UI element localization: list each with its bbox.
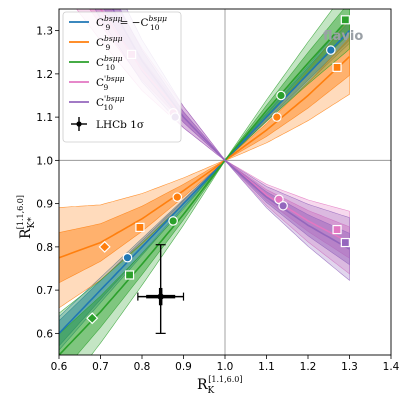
y-tick-label: 0.6 xyxy=(36,328,53,340)
marker-circle-1-3 xyxy=(272,112,282,122)
y-axis-ticks: 0.6 0.7 0.8 0.9 1.0 1.1 1.2 1.3 xyxy=(36,26,59,340)
y-tick-label: 0.7 xyxy=(36,285,53,297)
x-tick-label: 1.3 xyxy=(341,361,358,373)
marker-square-3-3 xyxy=(332,224,342,235)
legend-label-2: Cbsμμ 10 xyxy=(96,54,123,72)
benchmark-markers xyxy=(86,15,350,325)
y-tick-label: 1.3 xyxy=(36,26,53,38)
x-tick-label: 1.4 xyxy=(383,361,400,373)
marker-circle-4-1 xyxy=(278,200,288,211)
marker-diamond-2-0 xyxy=(86,312,99,325)
legend-label-0: Cbsμμ 9 = −Cbsμμ 10 xyxy=(96,14,167,32)
flavio-brand-label: flavio xyxy=(323,29,363,44)
legend-box xyxy=(62,11,182,143)
x-tick-label: 0.9 xyxy=(175,361,192,373)
x-tick-label: 1.1 xyxy=(258,361,275,373)
marker-square-1-1 xyxy=(135,222,145,233)
marker-circle-0-1 xyxy=(326,45,336,55)
y-axis-label: RK*[1.1,6.0] xyxy=(16,195,37,239)
legend: Cbsμμ 9 = −Cbsμμ 10 Cbsμμ 9 Cbsμμ 10 C'bsμμ 9 C'b… xyxy=(62,11,182,143)
series-line-0 xyxy=(59,30,351,334)
x-tick-label: 0.8 xyxy=(134,361,151,373)
lhcb-measurement xyxy=(137,244,185,334)
marker-square-2-1 xyxy=(124,270,135,280)
x-tick-label: 0.6 xyxy=(51,361,68,373)
marker-square-2-4 xyxy=(340,15,350,25)
y-tick-label: 0.8 xyxy=(36,242,53,254)
x-axis-ticks: 0.6 0.7 0.8 0.9 1.0 1.1 1.2 1.3 1.4 xyxy=(51,355,400,373)
x-tick-label: 1.0 xyxy=(217,361,234,373)
legend-label-4: C'bsμμ 10 xyxy=(96,94,125,112)
marker-circle-0-0 xyxy=(122,252,133,263)
y-tick-label: 1.2 xyxy=(36,69,53,81)
marker-circle-1-2 xyxy=(172,192,183,202)
legend-label-lhcb: LHCb 1σ xyxy=(96,119,144,131)
marker-circle-2-3 xyxy=(276,90,286,101)
legend-label-1: Cbsμμ 9 xyxy=(96,34,123,52)
marker-circle-2-2 xyxy=(168,216,178,226)
marker-square-4-2 xyxy=(340,237,350,248)
y-tick-label: 0.9 xyxy=(36,199,53,211)
y-tick-label: 1.1 xyxy=(36,112,53,124)
y-tick-label: 1.0 xyxy=(36,155,53,167)
series-line-2 xyxy=(59,17,351,355)
x-tick-label: 0.7 xyxy=(92,361,109,373)
x-axis-label: RK[1.1,6.0] xyxy=(197,375,243,396)
measurement-point xyxy=(157,293,164,300)
band-1-0 xyxy=(59,18,350,309)
marker-diamond-1-0 xyxy=(98,240,111,253)
band-1-1 xyxy=(59,36,350,284)
series-line-4 xyxy=(111,9,350,250)
legend-label-3: C'bsμμ 9 xyxy=(96,74,125,92)
marker-square-1-4 xyxy=(332,62,342,72)
legend-lhcb-point xyxy=(76,121,82,127)
x-tick-label: 1.2 xyxy=(300,361,317,373)
series-line-1 xyxy=(59,56,351,259)
